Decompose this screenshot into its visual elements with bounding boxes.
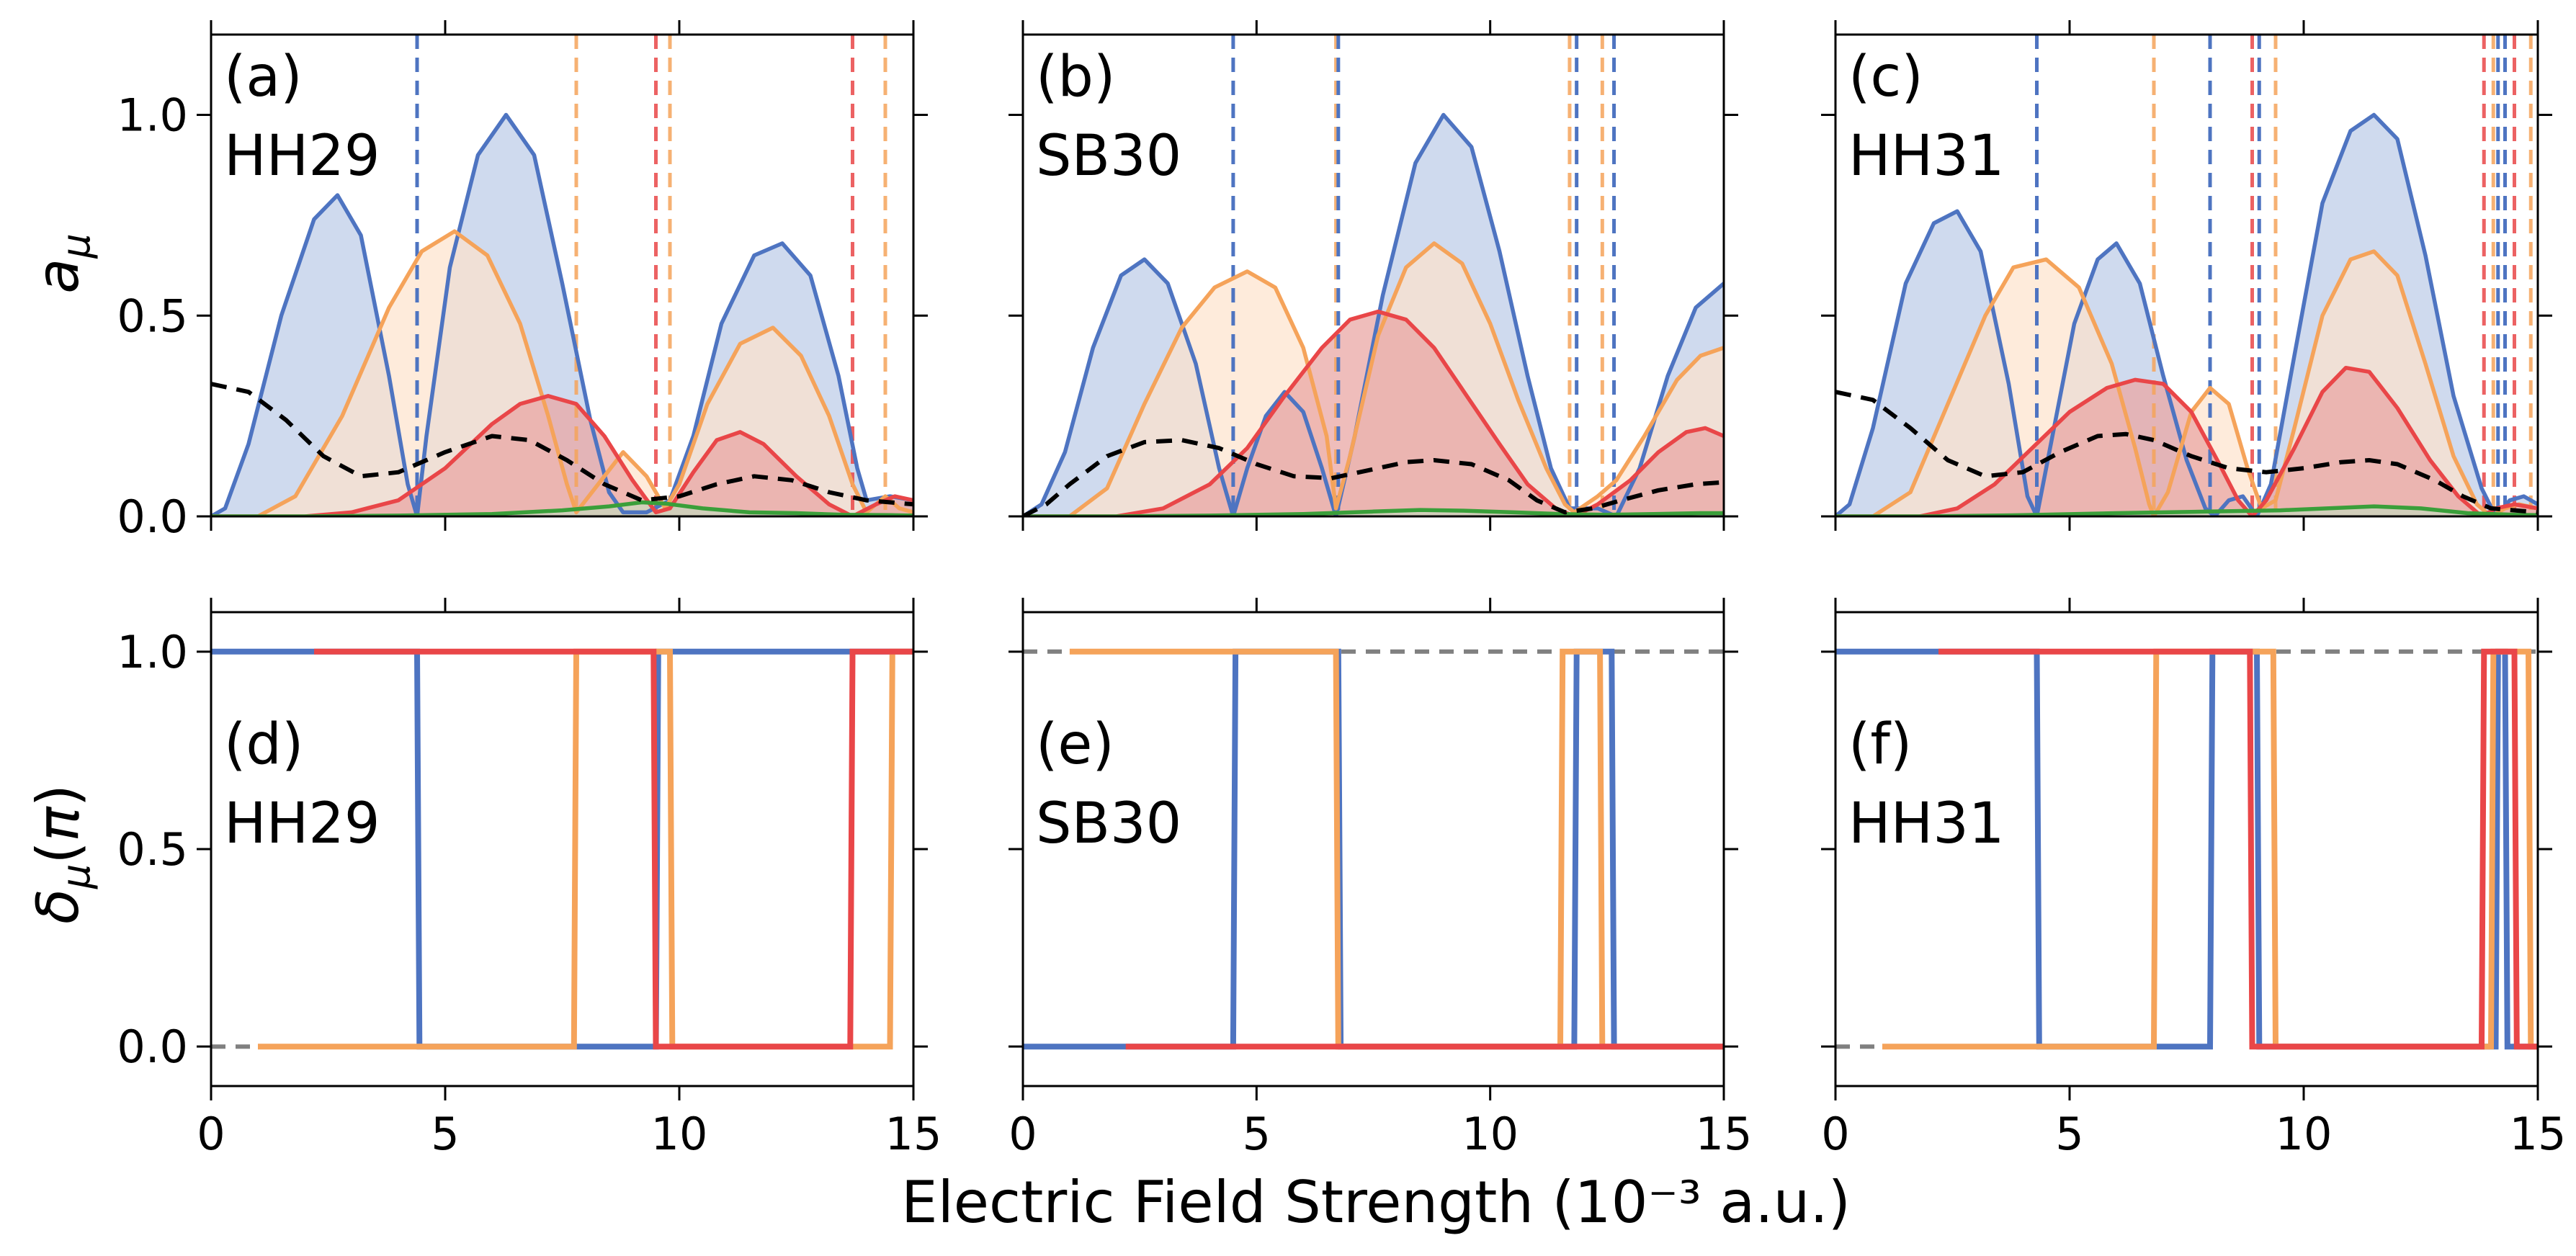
panel-a: 0.0 0.5 1.0 (a) HH29 (117, 20, 928, 543)
frame-a (210, 33, 915, 518)
ytick-label-a-0: 0.0 (117, 490, 188, 543)
xtick-label-f-0: 0 (1821, 1108, 1849, 1160)
plot-area-d (211, 648, 913, 1050)
series-orange-a (211, 229, 913, 516)
plot-area-c (1835, 35, 2538, 516)
fill-red-b (1023, 311, 1724, 516)
series-black-dashed-c (1835, 390, 2538, 515)
plot-area-a (211, 35, 913, 516)
series-blue-b (1023, 112, 1724, 516)
y-axis-label-phase: δμ(π) (24, 784, 99, 924)
panel-name-f: HH31 (1848, 791, 2005, 856)
plot-area-b (1023, 35, 1724, 516)
panel-c: (c) HH31 (1821, 20, 2552, 531)
xtick-label-d-3: 15 (885, 1108, 942, 1160)
series-orange-b (1023, 241, 1724, 516)
xtick-label-d-1: 5 (431, 1108, 459, 1160)
x-axis-label: Electric Field Strength (10⁻³ a.u.) (901, 1169, 1851, 1236)
panel-label-f: (f) (1848, 712, 1912, 777)
ytick-label-d-2: 1.0 (117, 626, 188, 678)
frame-c (1834, 33, 2539, 518)
panel-label-d: (d) (224, 712, 303, 777)
xtick-label-e-1: 5 (1243, 1108, 1271, 1160)
panel-name-e: SB30 (1036, 791, 1181, 856)
panel-e: 0 5 10 15 (e) SB30 (1009, 598, 1752, 1160)
series-red-f (1938, 648, 2538, 1050)
fill-red-c (1835, 367, 2538, 516)
panel-label-e: (e) (1036, 712, 1114, 777)
series-blue-a (211, 112, 913, 516)
ytick-label-d-0: 0.0 (117, 1020, 188, 1073)
series-red-c (1835, 365, 2538, 516)
panel-name-a: HH29 (224, 124, 380, 189)
series-orange-c (1835, 249, 2538, 516)
xtick-label-f-3: 15 (2510, 1108, 2567, 1160)
xtick-label-e-2: 10 (1462, 1108, 1519, 1160)
panel-name-b: SB30 (1036, 124, 1181, 189)
plot-area-f (1835, 648, 2538, 1050)
panel-label-c: (c) (1848, 45, 1923, 109)
panel-f: 0 5 10 15 (f) HH31 (1821, 598, 2566, 1160)
series-orange-e (1069, 648, 1724, 1050)
series-red-a (211, 394, 913, 516)
panel-name-d: HH29 (224, 791, 380, 856)
panel-b: (b) SB30 (1009, 20, 1738, 531)
series-black-dashed-a (211, 382, 913, 507)
series-black-dashed-b (1023, 438, 1724, 516)
panel-name-c: HH31 (1848, 124, 2005, 189)
panel-d: 0 5 10 15 0.0 0.5 1.0 (d) HH29 (117, 598, 942, 1160)
y-axis-label-amplitude: aμ (24, 233, 99, 293)
xtick-label-f-2: 10 (2276, 1108, 2333, 1160)
series-red-b (1023, 309, 1724, 516)
xtick-label-e-3: 15 (1696, 1108, 1753, 1160)
xtick-label-f-1: 5 (2055, 1108, 2083, 1160)
series-blue-c (1835, 112, 2538, 516)
series-red-d (314, 648, 913, 1050)
series-blue-f (1835, 648, 2538, 1050)
plot-area-e (1023, 648, 1724, 1050)
panel-label-a: (a) (224, 45, 303, 109)
xtick-label-d-0: 0 (197, 1108, 225, 1160)
fill-green-c (1835, 506, 2538, 516)
ytick-label-d-1: 0.5 (117, 823, 188, 876)
series-orange-d (258, 648, 913, 1050)
panel-label-b: (b) (1036, 45, 1115, 109)
xtick-label-d-2: 10 (651, 1108, 708, 1160)
ytick-label-a-2: 1.0 (117, 89, 188, 142)
xtick-label-e-0: 0 (1009, 1108, 1037, 1160)
frame-b (1021, 33, 1725, 518)
ytick-label-a-1: 0.5 (117, 290, 188, 342)
